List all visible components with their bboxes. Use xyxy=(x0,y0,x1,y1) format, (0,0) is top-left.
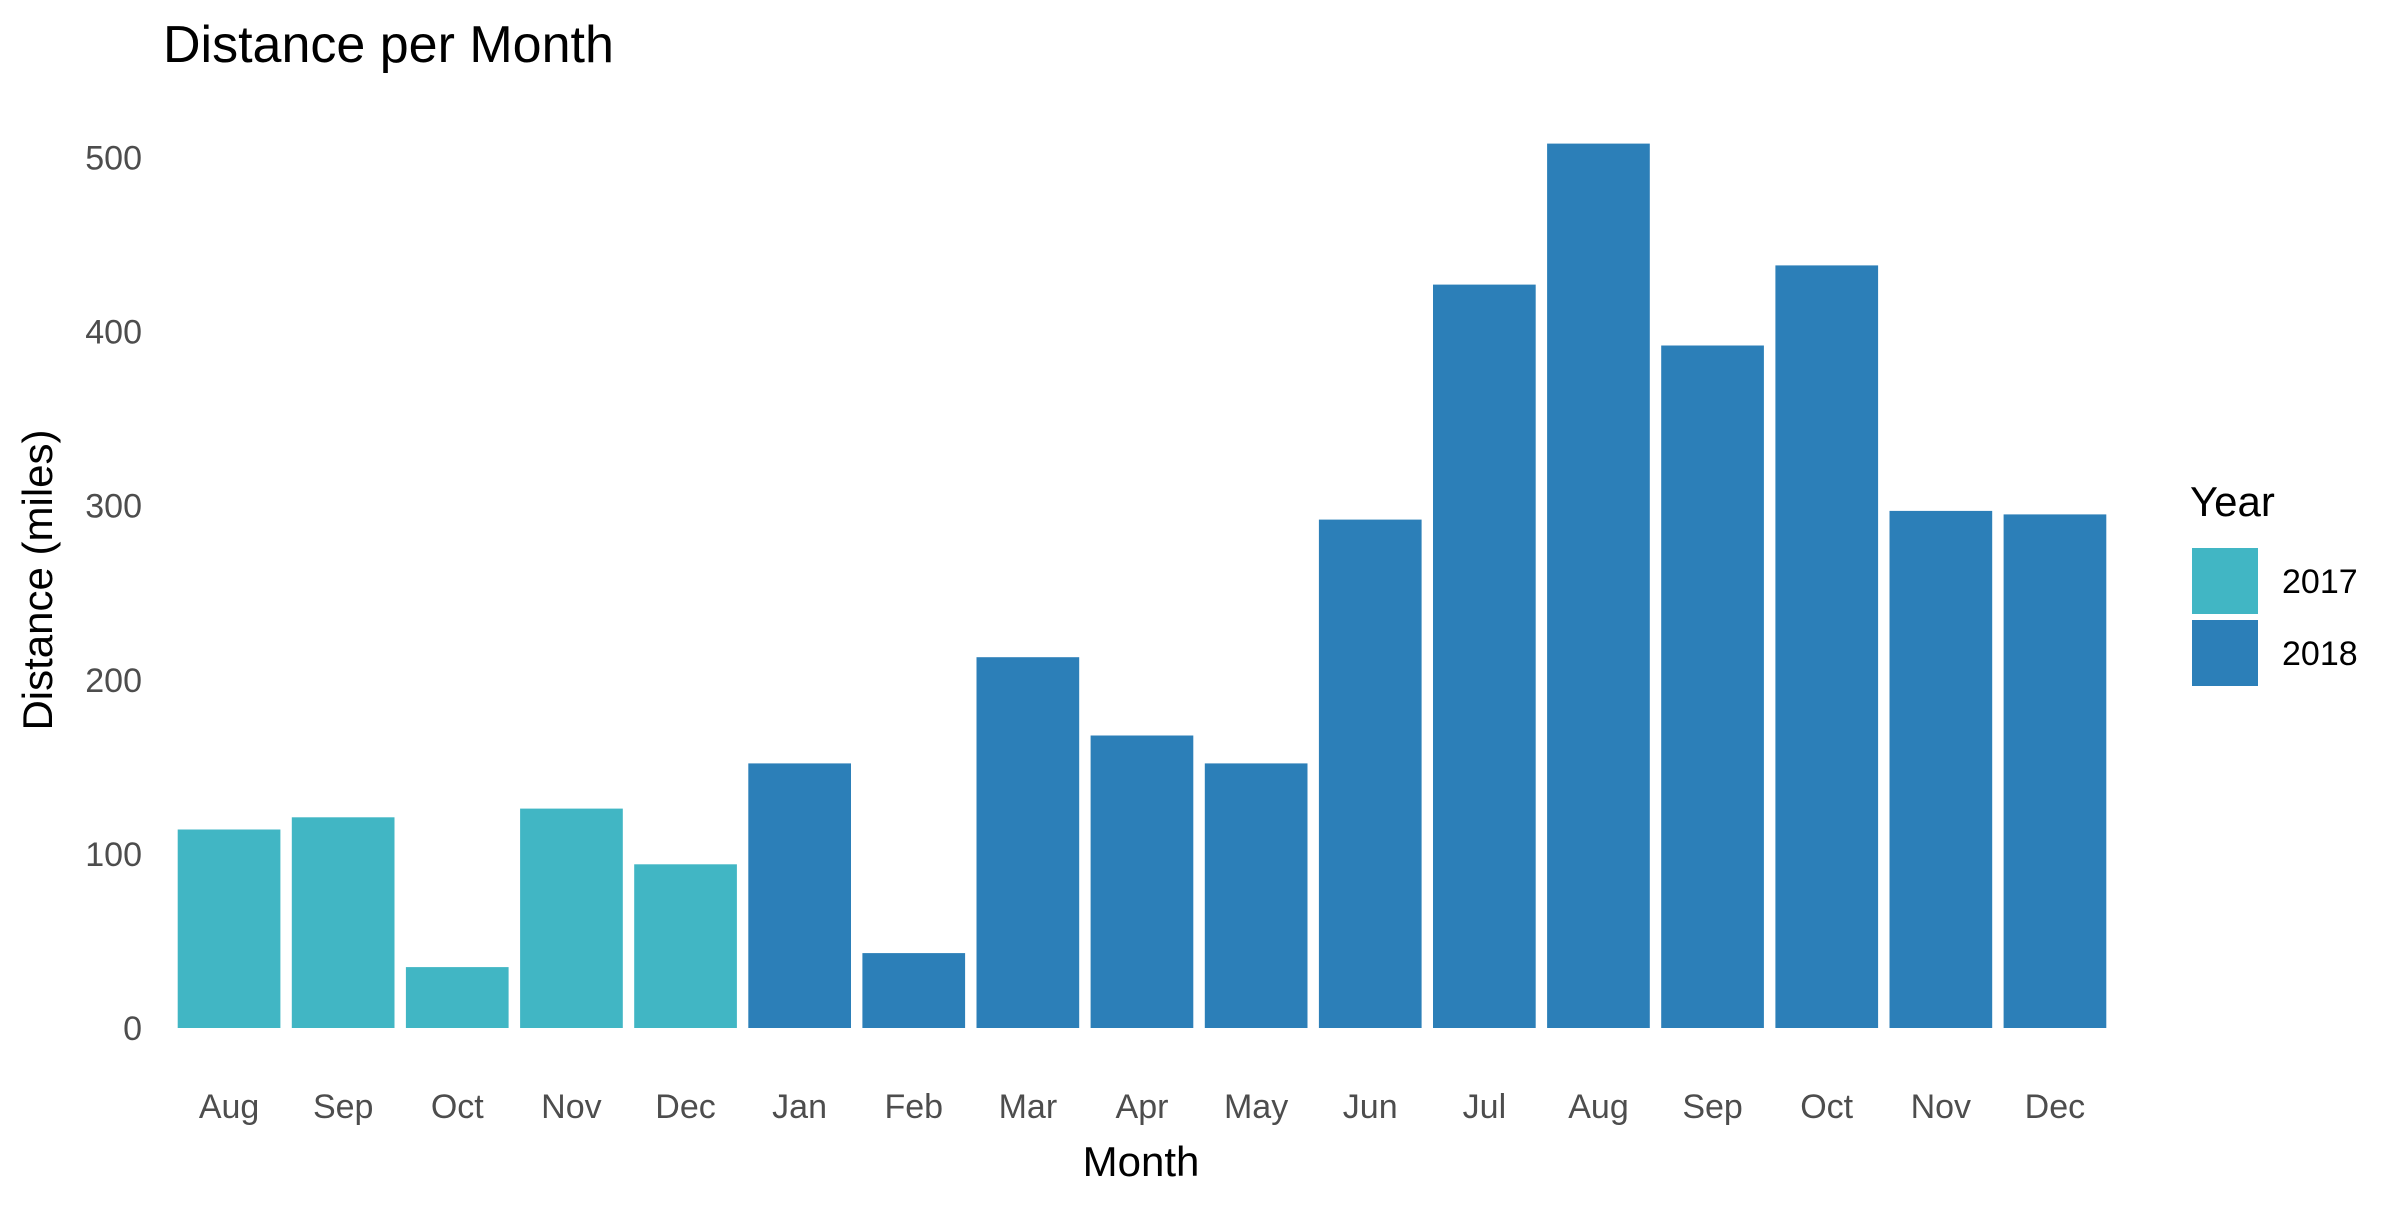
x-tick-label: Oct xyxy=(431,1088,484,1126)
bar-2018-may xyxy=(1204,763,1308,1028)
legend: Year 2017 2018 xyxy=(2190,478,2358,686)
x-tick-label: Mar xyxy=(999,1088,1058,1126)
x-tick-label: Apr xyxy=(1116,1088,1169,1126)
bar-2018-nov xyxy=(1889,510,1993,1028)
legend-label-2018: 2018 xyxy=(2282,635,2358,673)
x-tick-label: Nov xyxy=(541,1088,601,1126)
bar-2017-oct xyxy=(405,967,509,1028)
y-tick-label: 300 xyxy=(85,488,142,526)
bar-2018-feb xyxy=(862,953,966,1028)
x-tick-label: Jun xyxy=(1343,1088,1398,1126)
x-tick-label: Feb xyxy=(885,1088,944,1126)
chart-title: Distance per Month xyxy=(163,16,614,74)
x-tick-label: Oct xyxy=(1800,1088,1853,1126)
y-tick-label: 400 xyxy=(85,314,142,352)
legend-swatch-2017 xyxy=(2192,548,2258,614)
x-tick-label: May xyxy=(1224,1088,1288,1126)
bar-2017-dec xyxy=(634,864,737,1028)
bar-2018-sep xyxy=(1661,345,1764,1028)
bar-2017-aug xyxy=(177,829,281,1028)
legend-title: Year xyxy=(2190,478,2275,525)
y-tick-label: 500 xyxy=(85,140,142,178)
x-axis-ticks: Aug Sep Oct Nov Dec Jan Feb Mar Apr May Jun Jul Aug S… xyxy=(199,1088,2085,1126)
bars xyxy=(177,143,2107,1029)
x-tick-label: Aug xyxy=(1568,1088,1629,1126)
bar-2018-oct xyxy=(1775,265,1879,1028)
bar-2018-jul xyxy=(1433,284,1536,1029)
x-tick-label: Dec xyxy=(2025,1088,2085,1126)
y-tick-label: 0 xyxy=(123,1010,142,1048)
bar-2018-jan xyxy=(748,763,851,1028)
y-tick-label: 100 xyxy=(85,836,142,874)
x-tick-label: Aug xyxy=(199,1088,260,1126)
bar-2018-dec xyxy=(2003,514,2107,1028)
bar-2018-mar xyxy=(976,657,1080,1028)
x-tick-label: Jul xyxy=(1463,1088,1506,1126)
x-tick-label: Dec xyxy=(655,1088,715,1126)
x-tick-label: Sep xyxy=(1682,1088,1743,1126)
bar-2018-jun xyxy=(1318,519,1422,1028)
bar-2017-sep xyxy=(291,817,395,1028)
y-tick-label: 200 xyxy=(85,662,142,700)
x-tick-label: Sep xyxy=(313,1088,374,1126)
x-tick-label: Nov xyxy=(1911,1088,1971,1126)
legend-label-2017: 2017 xyxy=(2282,563,2358,601)
y-axis-ticks: 0 100 200 300 400 500 xyxy=(85,140,142,1049)
legend-swatch-2018 xyxy=(2192,620,2258,686)
bar-2017-nov xyxy=(520,808,623,1028)
x-tick-label: Jan xyxy=(772,1088,827,1126)
y-axis-title: Distance (miles) xyxy=(14,429,61,730)
bar-2018-aug xyxy=(1547,143,1650,1029)
x-axis-title: Month xyxy=(1083,1138,1200,1185)
bar-2018-apr xyxy=(1090,735,1194,1028)
